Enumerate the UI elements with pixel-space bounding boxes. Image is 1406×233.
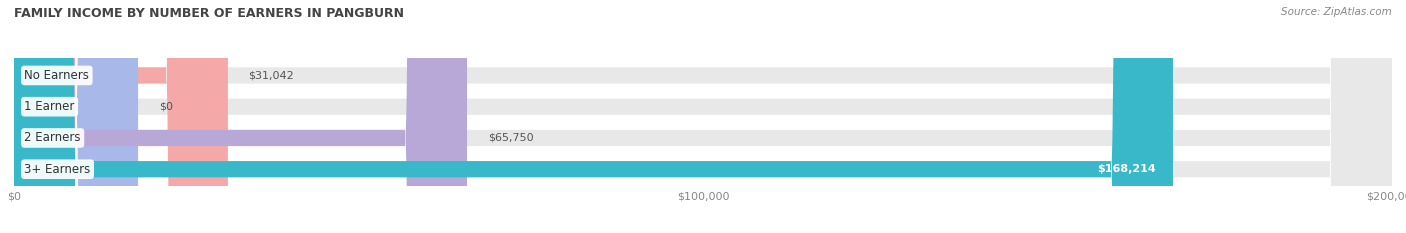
Text: $0: $0 xyxy=(159,102,173,112)
Text: No Earners: No Earners xyxy=(24,69,90,82)
FancyBboxPatch shape xyxy=(14,0,1173,233)
Text: FAMILY INCOME BY NUMBER OF EARNERS IN PANGBURN: FAMILY INCOME BY NUMBER OF EARNERS IN PA… xyxy=(14,7,404,20)
FancyBboxPatch shape xyxy=(14,0,1392,233)
FancyBboxPatch shape xyxy=(14,0,1392,233)
FancyBboxPatch shape xyxy=(14,0,1392,233)
Text: $65,750: $65,750 xyxy=(488,133,533,143)
Text: Source: ZipAtlas.com: Source: ZipAtlas.com xyxy=(1281,7,1392,17)
Text: $168,214: $168,214 xyxy=(1097,164,1156,174)
Text: 3+ Earners: 3+ Earners xyxy=(24,163,90,176)
FancyBboxPatch shape xyxy=(14,0,228,233)
FancyBboxPatch shape xyxy=(14,0,1392,233)
FancyBboxPatch shape xyxy=(14,0,467,233)
Text: 2 Earners: 2 Earners xyxy=(24,131,82,144)
Text: $31,042: $31,042 xyxy=(249,70,294,80)
FancyBboxPatch shape xyxy=(14,0,138,233)
Text: 1 Earner: 1 Earner xyxy=(24,100,75,113)
